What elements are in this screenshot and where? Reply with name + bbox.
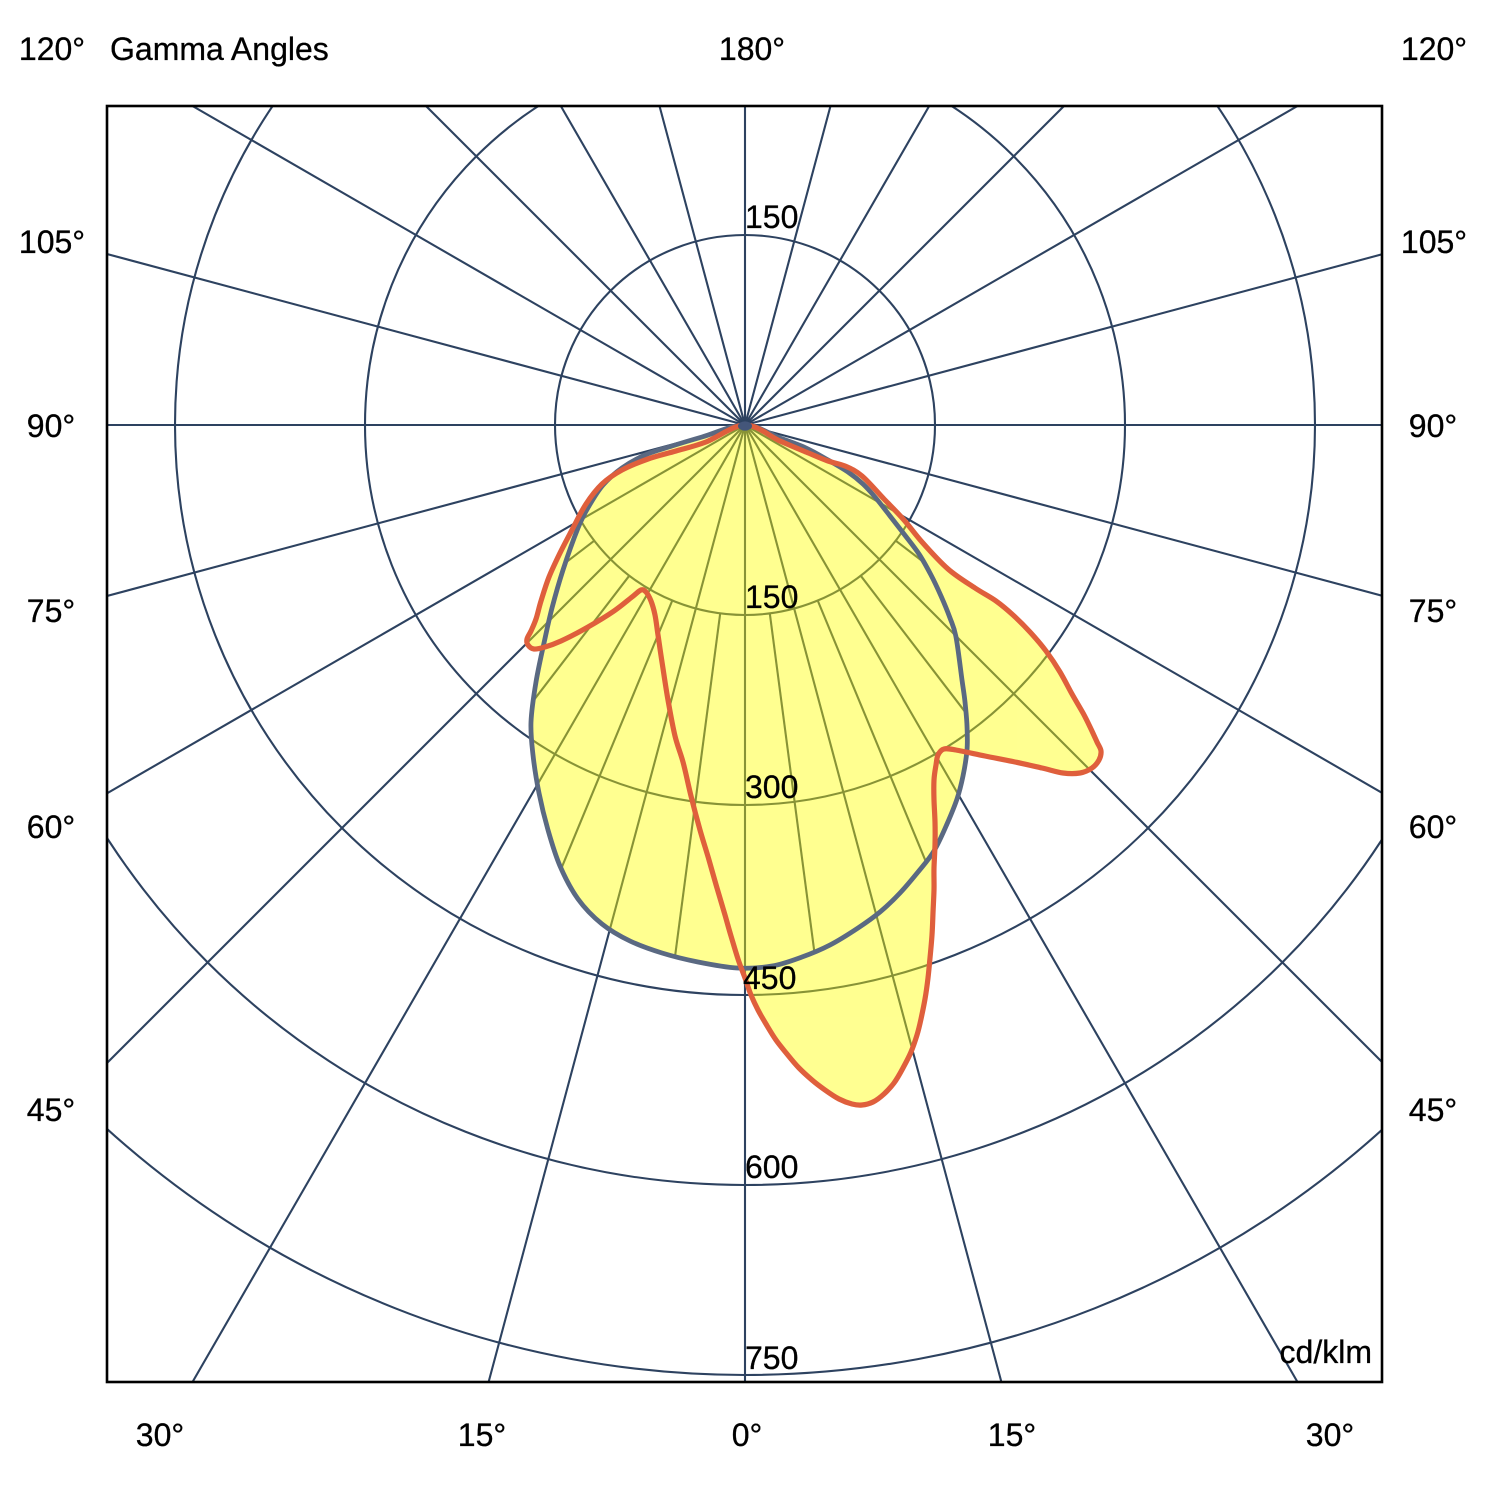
svg-text:150: 150 [745,199,798,235]
svg-text:180°: 180° [719,31,785,67]
svg-text:120°: 120° [19,31,85,67]
svg-text:60°: 60° [1409,809,1457,845]
svg-text:30°: 30° [1306,1417,1354,1453]
svg-text:75°: 75° [1409,593,1457,629]
svg-text:750: 750 [745,1340,798,1376]
svg-text:90°: 90° [1409,408,1457,444]
svg-text:45°: 45° [27,1092,75,1128]
svg-text:105°: 105° [19,224,85,260]
svg-text:15°: 15° [988,1417,1036,1453]
svg-text:75°: 75° [27,593,75,629]
svg-text:0°: 0° [732,1417,763,1453]
svg-text:450: 450 [743,960,796,996]
svg-text:45°: 45° [1409,1092,1457,1128]
svg-text:30°: 30° [136,1417,184,1453]
svg-text:15°: 15° [458,1417,506,1453]
svg-text:cd/klm: cd/klm [1280,1334,1372,1370]
svg-text:60°: 60° [27,809,75,845]
svg-text:120°: 120° [1401,31,1467,67]
svg-text:90°: 90° [27,408,75,444]
svg-text:Gamma Angles: Gamma Angles [110,31,329,67]
svg-text:105°: 105° [1401,224,1467,260]
svg-text:150: 150 [745,579,798,615]
svg-text:300: 300 [745,769,798,805]
svg-text:600: 600 [745,1149,798,1185]
